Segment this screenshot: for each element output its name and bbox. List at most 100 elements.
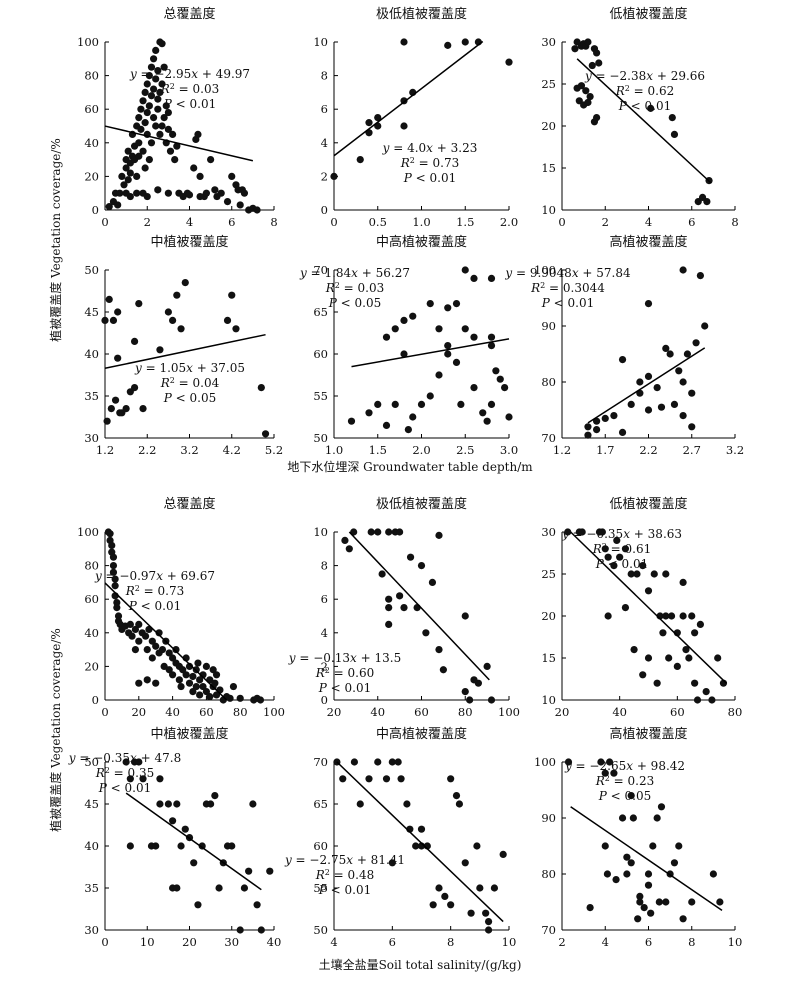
- data-point: [593, 114, 601, 122]
- data-point: [347, 417, 356, 425]
- data-point: [618, 428, 627, 436]
- block1-xlabel: 地下水位埋深 Groundwater table depth/m: [287, 459, 533, 474]
- data-point: [639, 562, 647, 570]
- data-point: [173, 800, 181, 808]
- r-squared-label: R2 = 0.3044: [530, 281, 605, 296]
- data-point: [111, 582, 119, 590]
- data-point: [130, 337, 139, 345]
- data-point: [118, 172, 126, 180]
- p-value-label: P < 0.01: [128, 599, 181, 613]
- data-point: [109, 553, 118, 561]
- x-tick-label: 3.0: [500, 443, 518, 457]
- x-tick-label: 20: [131, 705, 146, 719]
- data-point: [452, 792, 461, 800]
- x-tick-label: 8: [688, 935, 695, 949]
- data-point: [165, 649, 173, 657]
- data-point: [185, 662, 194, 671]
- data-point: [657, 403, 666, 411]
- data-point: [691, 679, 699, 687]
- data-point: [164, 189, 172, 197]
- data-point: [345, 545, 353, 553]
- data-point: [644, 587, 653, 595]
- data-point: [601, 769, 609, 777]
- data-point: [452, 300, 461, 308]
- data-point: [169, 671, 177, 679]
- x-tick-label: 4: [330, 935, 337, 949]
- p-value-label: P < 0.05: [328, 296, 381, 310]
- block2-ylabel: 植被覆盖度 Vegetation coverage/%: [48, 628, 63, 832]
- r-squared-label: R2 = 0.61: [592, 542, 652, 557]
- trend-line: [570, 531, 727, 684]
- data-point: [154, 186, 162, 194]
- data-point: [158, 646, 167, 654]
- data-point: [385, 620, 393, 629]
- x-tick-label: 2.0: [500, 215, 518, 229]
- y-tick-label: 2: [321, 659, 328, 673]
- data-point: [696, 620, 705, 629]
- data-point: [194, 130, 202, 138]
- data-point: [133, 189, 141, 197]
- data-point: [644, 300, 653, 308]
- data-point: [484, 918, 493, 926]
- regression-equation: y = −0.13x + 13.5: [288, 651, 401, 665]
- data-point: [714, 654, 722, 662]
- regression-equation: y = 9.9048x + 57.84: [504, 266, 631, 280]
- panel-title: 高植被覆盖度: [609, 234, 687, 250]
- panel-title: 极低植被覆盖度: [376, 496, 467, 512]
- data-point: [141, 164, 149, 172]
- y-tick-label: 40: [84, 839, 99, 853]
- y-tick-label: 10: [541, 693, 556, 707]
- x-tick-label: 0: [558, 215, 565, 229]
- data-point: [662, 344, 670, 352]
- data-point: [111, 396, 120, 404]
- data-point: [588, 61, 596, 70]
- panel-title: 低植被覆盖度: [609, 6, 687, 22]
- x-tick-label: 2.0: [412, 443, 430, 457]
- data-point: [612, 876, 620, 884]
- data-point: [435, 884, 443, 892]
- data-point: [582, 87, 590, 95]
- data-point: [621, 604, 630, 612]
- y-tick-label: 10: [313, 525, 328, 539]
- y-tick-label: 60: [84, 102, 99, 116]
- data-point: [647, 104, 655, 112]
- y-tick-label: 25: [541, 567, 556, 581]
- data-point: [688, 389, 696, 397]
- data-point: [189, 688, 197, 696]
- data-point: [675, 842, 683, 850]
- data-point: [670, 859, 679, 867]
- regression-equation: y = −0.35x + 47.8: [68, 751, 181, 765]
- x-tick-label: 4: [645, 215, 652, 229]
- y-tick-label: 30: [84, 923, 99, 937]
- data-point: [688, 612, 696, 620]
- data-point: [703, 198, 711, 206]
- data-point: [482, 909, 490, 917]
- y-tick-label: 100: [77, 525, 99, 539]
- data-point: [610, 769, 618, 777]
- data-point: [126, 775, 134, 783]
- y-tick-label: 25: [541, 77, 556, 91]
- x-tick-label: 1.7: [596, 443, 614, 457]
- data-point: [196, 691, 204, 699]
- data-point: [240, 884, 249, 892]
- data-point: [182, 671, 190, 679]
- data-point: [236, 694, 244, 702]
- y-tick-label: 20: [541, 119, 556, 133]
- data-point: [367, 528, 375, 536]
- y-tick-label: 45: [84, 305, 99, 319]
- data-point: [483, 417, 491, 425]
- data-point: [131, 625, 140, 634]
- x-tick-label: 0: [101, 705, 108, 719]
- data-point: [126, 842, 134, 850]
- data-point: [470, 333, 478, 341]
- data-point: [228, 172, 236, 180]
- p-value-label: P < 0.01: [403, 171, 456, 185]
- y-tick-label: 70: [313, 263, 328, 277]
- data-point: [701, 322, 709, 330]
- data-point: [365, 119, 373, 127]
- data-point: [483, 662, 491, 671]
- data-point: [211, 792, 219, 800]
- y-tick-label: 80: [84, 69, 99, 83]
- data-point: [586, 93, 594, 101]
- x-tick-label: 6: [228, 215, 235, 229]
